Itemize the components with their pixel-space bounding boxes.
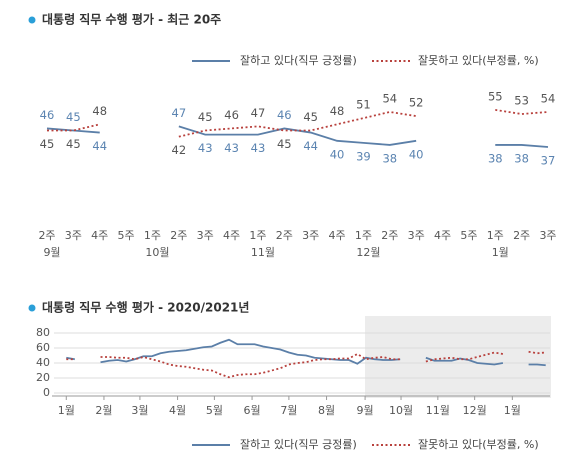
data-label: 45 [198, 110, 213, 124]
legend-label: 잘못하고 있다(부정률, %) [418, 437, 539, 451]
data-label: 43 [224, 141, 239, 155]
x-tick-label: 1주 [144, 229, 161, 242]
series-line [528, 363, 546, 367]
bullet [28, 16, 36, 24]
legend-label: 잘하고 있다(직무 긍정률) [240, 437, 357, 451]
data-label: 46 [40, 108, 55, 122]
x-tick-label: 3월 [131, 404, 148, 417]
data-label: 53 [514, 94, 529, 108]
data-label: 37 [541, 153, 556, 167]
x-tick-label: 2주 [276, 229, 293, 242]
legend-label: 잘하고 있다(직무 긍정률) [240, 53, 357, 67]
x-tick-label: 1주 [355, 229, 372, 242]
x-tick-label: 3주 [197, 229, 214, 242]
data-label: 48 [92, 104, 107, 118]
x-tick-label: 4주 [91, 229, 108, 242]
y-tick-label: 40 [36, 356, 50, 369]
series-line [46, 127, 100, 134]
legend-label: 잘못하고 있다(부정률, %) [418, 53, 539, 67]
x-tick-label: 2주 [38, 229, 55, 242]
x-group-label: 10월 [145, 246, 169, 259]
x-group-label: 1월 [492, 246, 509, 259]
x-tick-label: 5주 [460, 229, 477, 242]
highlight-band [365, 316, 551, 398]
data-label: 45 [66, 110, 81, 124]
x-tick-label: 1월 [58, 404, 75, 417]
x-group-label: 9월 [43, 246, 60, 259]
x-tick-label: 3주 [539, 229, 556, 242]
series-line [100, 352, 401, 379]
y-tick-label: 60 [36, 341, 50, 354]
x-tick-label: 1주 [487, 229, 504, 242]
y-tick-label: 80 [36, 326, 50, 339]
x-tick-label: 4월 [169, 404, 186, 417]
series-line [178, 125, 417, 146]
data-label: 46 [277, 108, 292, 122]
x-tick-label: 3주 [408, 229, 425, 242]
x-group-label: 11월 [251, 246, 275, 259]
x-tick-label: 8월 [318, 404, 335, 417]
x-tick-label: 3주 [302, 229, 319, 242]
chart-title: 대통령 직무 수행 평가 - 2020/2021년 [42, 300, 249, 315]
data-label: 46 [224, 108, 239, 122]
data-label: 43 [198, 141, 213, 155]
x-tick-label: 7월 [280, 404, 297, 417]
data-label: 45 [277, 137, 292, 151]
data-label: 40 [409, 147, 424, 161]
x-tick-label: 1월 [504, 404, 521, 417]
data-label: 45 [66, 137, 81, 151]
data-label: 39 [356, 149, 371, 163]
data-label: 51 [356, 98, 371, 112]
x-tick-label: 11월 [426, 404, 450, 417]
x-tick-label: 3주 [65, 229, 82, 242]
series-line [178, 111, 417, 138]
series-line [528, 350, 546, 355]
x-tick-label: 4주 [223, 229, 240, 242]
y-tick-label: 0 [43, 386, 50, 399]
x-tick-label: 2월 [95, 404, 112, 417]
data-label: 43 [251, 141, 266, 155]
data-label: 44 [303, 139, 318, 153]
x-tick-label: 1주 [249, 229, 266, 242]
x-tick-label: 4주 [328, 229, 345, 242]
data-label: 54 [541, 91, 556, 105]
x-tick-label: 10월 [389, 404, 413, 417]
x-group-label: 12월 [356, 246, 380, 259]
data-label: 54 [382, 91, 397, 105]
x-tick-label: 2주 [381, 229, 398, 242]
series-line [425, 356, 504, 366]
x-tick-label: 5주 [118, 229, 135, 242]
x-tick-label: 5월 [206, 404, 223, 417]
data-label: 44 [92, 139, 107, 153]
data-label: 38 [514, 151, 529, 165]
data-label: 45 [303, 110, 318, 124]
series-line [66, 356, 75, 361]
data-label: 48 [330, 104, 345, 118]
x-tick-label: 6월 [244, 404, 261, 417]
x-tick-label: 9월 [357, 404, 374, 417]
x-tick-label: 4주 [434, 229, 451, 242]
x-tick-label: 2주 [170, 229, 187, 242]
bullet [28, 304, 36, 312]
data-label: 52 [409, 96, 424, 110]
data-label: 55 [488, 89, 503, 103]
y-tick-label: 20 [36, 371, 50, 384]
series-line [495, 109, 549, 115]
x-tick-label: 2주 [513, 229, 530, 242]
series-line [100, 338, 401, 365]
data-label: 40 [330, 147, 345, 161]
data-label: 45 [40, 137, 55, 151]
data-label: 47 [251, 106, 266, 120]
data-label: 42 [172, 143, 187, 157]
data-label: 47 [172, 106, 187, 120]
series-line [495, 144, 549, 148]
data-label: 38 [488, 151, 503, 165]
x-tick-label: 12월 [463, 404, 487, 417]
chart-title: 대통령 직무 수행 평가 - 최근 20주 [42, 12, 221, 27]
data-label: 38 [382, 151, 397, 165]
